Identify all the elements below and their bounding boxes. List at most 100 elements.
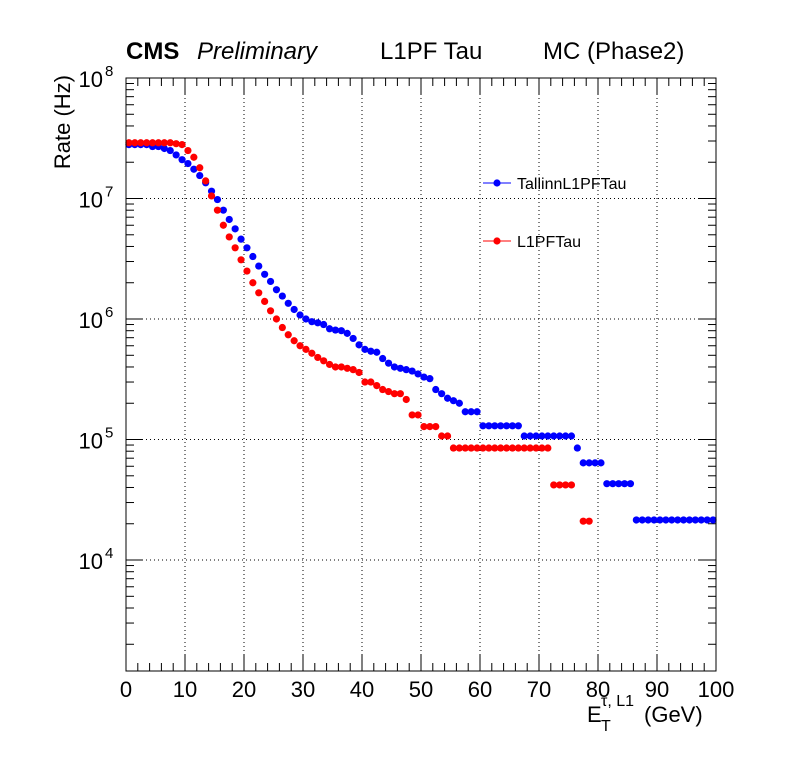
data-point xyxy=(508,444,517,452)
data-point xyxy=(160,139,168,147)
data-point xyxy=(426,423,434,431)
data-point xyxy=(520,432,528,440)
data-point xyxy=(485,422,493,430)
preliminary-label: Preliminary xyxy=(197,38,319,65)
data-point xyxy=(379,385,387,394)
data-point xyxy=(343,364,351,372)
x-tick-label: 10 xyxy=(173,677,197,702)
data-point xyxy=(207,192,216,200)
data-point xyxy=(591,459,599,467)
data-point xyxy=(272,286,281,294)
cms-label: CMS xyxy=(126,38,179,65)
x-axis-label-sup: τ, L1 xyxy=(601,693,634,710)
data-point xyxy=(668,516,676,524)
data-point xyxy=(255,289,263,297)
data-point xyxy=(402,395,410,404)
data-point xyxy=(367,378,375,386)
data-point xyxy=(567,432,576,440)
data-point xyxy=(396,364,404,372)
data-point xyxy=(432,423,440,431)
data-point xyxy=(137,139,145,147)
data-point xyxy=(491,444,499,452)
data-point xyxy=(414,411,422,419)
data-point xyxy=(349,334,357,343)
data-point xyxy=(154,139,163,147)
data-point xyxy=(213,195,222,204)
y-tick-label: 10 xyxy=(79,308,103,333)
x-axis-label-unit: (GeV) xyxy=(644,702,703,727)
data-point xyxy=(491,422,499,430)
data-point xyxy=(237,256,245,264)
data-point xyxy=(485,444,493,452)
data-point xyxy=(550,432,558,440)
data-point xyxy=(473,408,481,416)
data-point xyxy=(420,423,428,431)
sample-label: MC (Phase2) xyxy=(543,38,684,65)
series-layer xyxy=(125,139,717,525)
plot-frame xyxy=(125,77,717,672)
data-point xyxy=(320,357,328,365)
data-point xyxy=(125,139,133,147)
data-point xyxy=(325,325,334,333)
series-L1PFTau xyxy=(125,139,593,525)
x-tick-label: 40 xyxy=(350,677,374,702)
x-tick-label: 60 xyxy=(468,677,492,702)
legend-l1pftau-label: L1PFTau xyxy=(517,234,581,251)
data-point xyxy=(461,444,469,452)
data-point xyxy=(184,146,192,155)
data-point xyxy=(284,299,292,307)
data-point xyxy=(219,206,227,214)
data-point xyxy=(497,444,505,452)
data-point xyxy=(644,516,652,524)
data-point xyxy=(143,139,151,147)
data-point xyxy=(538,444,546,452)
data-point xyxy=(473,444,481,452)
data-point xyxy=(650,516,658,524)
data-point xyxy=(497,422,505,430)
data-point xyxy=(455,399,463,407)
data-point xyxy=(420,373,428,381)
data-point xyxy=(219,221,227,229)
data-point xyxy=(597,459,605,467)
data-point xyxy=(190,153,198,161)
x-tick-label: 80 xyxy=(586,677,610,702)
data-point xyxy=(603,480,611,488)
data-point xyxy=(296,342,304,350)
data-point xyxy=(573,444,581,452)
y-axis-label: Rate (Hz) xyxy=(50,75,75,169)
data-point xyxy=(520,444,528,452)
data-point xyxy=(620,480,629,488)
legend-tallinn-marker xyxy=(493,179,501,187)
legend: TallinnL1PFTau L1PFTau xyxy=(483,176,626,251)
data-point xyxy=(272,315,281,323)
data-point xyxy=(178,156,186,164)
data-point xyxy=(384,387,393,396)
algo-label: L1PF Tau xyxy=(380,38,482,65)
data-point xyxy=(585,459,593,467)
data-point xyxy=(544,444,552,452)
y-tick-label: 10 xyxy=(79,188,103,213)
data-point xyxy=(550,481,558,489)
data-point xyxy=(284,331,292,339)
data-point xyxy=(585,517,593,525)
data-point xyxy=(266,277,275,286)
y-tick-label: 10 xyxy=(79,67,103,92)
data-point xyxy=(237,235,245,243)
x-tick-label: 100 xyxy=(698,677,735,702)
data-point xyxy=(231,244,239,252)
x-tick-label: 0 xyxy=(120,677,132,702)
data-point xyxy=(697,516,705,524)
data-point xyxy=(231,225,239,233)
data-point xyxy=(278,292,286,300)
data-point xyxy=(331,363,340,371)
data-point xyxy=(579,517,587,525)
legend-tallinn-label: TallinnL1PFTau xyxy=(517,176,626,193)
x-tick-label: 30 xyxy=(291,677,315,702)
data-point xyxy=(426,375,434,383)
data-point xyxy=(243,267,251,275)
data-point xyxy=(172,140,180,148)
data-point xyxy=(615,480,623,488)
data-point xyxy=(479,444,487,452)
legend-entry-tallinn: TallinnL1PFTau xyxy=(483,176,626,193)
